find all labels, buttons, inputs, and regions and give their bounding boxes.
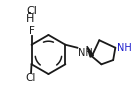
Text: NH: NH	[78, 48, 93, 58]
Polygon shape	[87, 46, 93, 57]
Text: F: F	[29, 26, 34, 36]
Text: Cl: Cl	[26, 73, 36, 83]
Text: NH: NH	[117, 43, 132, 53]
Text: H: H	[26, 14, 34, 24]
Text: Cl: Cl	[26, 6, 37, 16]
